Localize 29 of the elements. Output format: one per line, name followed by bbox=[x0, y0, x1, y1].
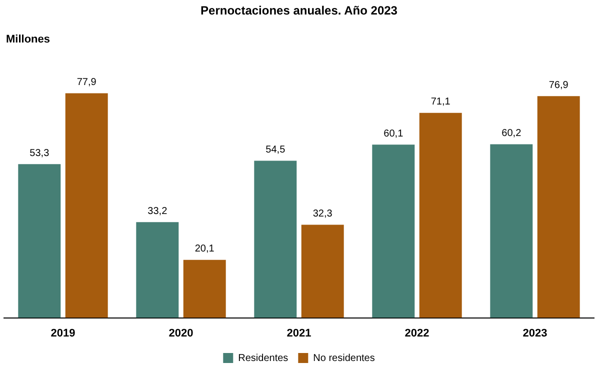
x-tick-label: 2021 bbox=[286, 327, 312, 340]
legend-label: Residentes bbox=[238, 352, 288, 364]
x-tick-label: 2019 bbox=[50, 327, 76, 340]
bar bbox=[136, 222, 179, 318]
bar bbox=[537, 96, 580, 318]
bar bbox=[65, 93, 108, 318]
x-tick-label: 2020 bbox=[168, 327, 194, 340]
data-label: 76,9 bbox=[548, 80, 569, 91]
data-label: 53,3 bbox=[30, 148, 50, 159]
bar bbox=[372, 144, 415, 318]
legend-label: No residentes bbox=[313, 352, 375, 364]
data-label: 60,1 bbox=[384, 128, 404, 140]
data-label: 60,2 bbox=[502, 128, 522, 140]
bar bbox=[183, 260, 226, 318]
data-label: 54,5 bbox=[266, 144, 286, 156]
data-label: 71,1 bbox=[430, 96, 451, 108]
data-label: 33,2 bbox=[148, 206, 168, 217]
bar bbox=[301, 224, 344, 318]
bar bbox=[254, 160, 297, 318]
data-label: 32,3 bbox=[312, 208, 333, 220]
chart-title: Pernoctaciones anuales. Año 2023 bbox=[200, 4, 398, 18]
x-tick-label: 2022 bbox=[404, 327, 430, 340]
bar bbox=[490, 144, 533, 318]
x-tick-label: 2023 bbox=[522, 327, 548, 340]
y-axis-title: Millones bbox=[6, 34, 50, 46]
bar bbox=[18, 164, 61, 318]
data-label: 20,1 bbox=[194, 244, 215, 255]
bar bbox=[419, 112, 462, 318]
data-label: 77,9 bbox=[76, 77, 97, 88]
